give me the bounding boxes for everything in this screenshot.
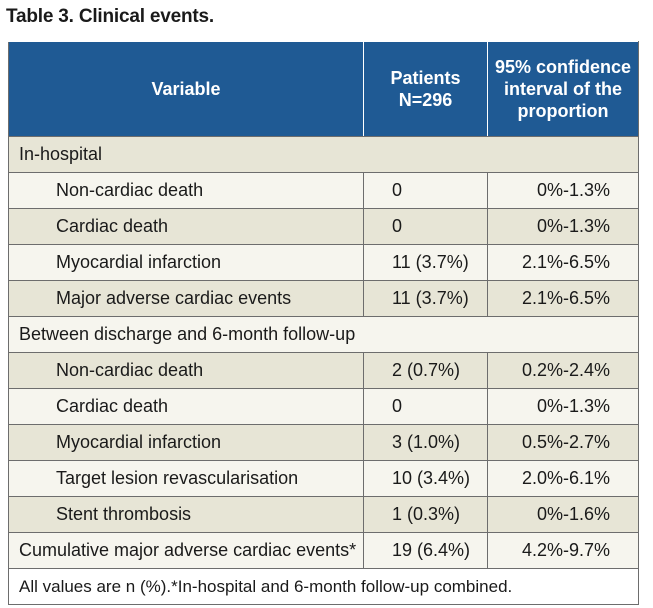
footnote: All values are n (%).*In-hospital and 6-… — [8, 568, 639, 605]
table-row: Target lesion revascularisation 10 (3.4%… — [8, 460, 639, 497]
section-row: In-hospital — [8, 136, 639, 173]
row-patients: 11 (3.7%) — [363, 244, 488, 281]
row-variable: Myocardial infarction — [8, 244, 364, 281]
table-row: Non-cardiac death 2 (0.7%) 0.2%-2.4% — [8, 352, 639, 389]
row-patients: 0 — [363, 172, 488, 209]
footnote-row: All values are n (%).*In-hospital and 6-… — [8, 568, 639, 605]
row-variable: Stent thrombosis — [8, 496, 364, 533]
section-label: Between discharge and 6-month follow-up — [8, 316, 639, 353]
cumulative-patients: 19 (6.4%) — [363, 532, 488, 569]
clinical-events-table: Variable Patients N=296 95% confidence int… — [8, 41, 639, 605]
row-ci: 2.1%-6.5% — [521, 252, 610, 272]
row-ci: 0%-1.6% — [536, 504, 610, 524]
row-patients: 3 (1.0%) — [363, 424, 488, 461]
cumulative-variable: Cumulative major adverse cardiac events* — [8, 532, 364, 569]
row-patients: 0 — [363, 388, 488, 425]
row-ci: 2.0%-6.1% — [521, 468, 610, 488]
section-row: Between discharge and 6-month follow-up — [8, 316, 639, 353]
table-row: Cardiac death 0 0%-1.3% — [8, 388, 639, 425]
table-row: Myocardial infarction 3 (1.0%) 0.5%-2.7% — [8, 424, 639, 461]
row-ci: 0%-1.3% — [536, 216, 610, 236]
row-ci: 0%-1.3% — [536, 396, 610, 416]
row-variable: Non-cardiac death — [8, 352, 364, 389]
header-row: Variable Patients N=296 95% confidence int… — [8, 41, 639, 137]
row-variable: Cardiac death — [8, 388, 364, 425]
cumulative-ci: 4.2%-9.7% — [521, 540, 610, 560]
row-variable: Non-cardiac death — [8, 172, 364, 209]
header-ci: 95% confidence interval of the proportion — [487, 41, 639, 137]
row-patients: 1 (0.3%) — [363, 496, 488, 533]
table-row: Non-cardiac death 0 0%-1.3% — [8, 172, 639, 209]
section-label: In-hospital — [8, 136, 639, 173]
row-ci: 0.2%-2.4% — [521, 360, 610, 380]
header-variable: Variable — [8, 41, 364, 137]
row-patients: 10 (3.4%) — [363, 460, 488, 497]
row-variable: Target lesion revascularisation — [8, 460, 364, 497]
header-patients: Patients N=296 — [363, 41, 488, 137]
row-variable: Major adverse cardiac events — [8, 280, 364, 317]
table-row: Stent thrombosis 1 (0.3%) 0%-1.6% — [8, 496, 639, 533]
row-variable: Cardiac death — [8, 208, 364, 245]
row-ci: 2.1%-6.5% — [521, 288, 610, 308]
row-variable: Myocardial infarction — [8, 424, 364, 461]
table-row: Cardiac death 0 0%-1.3% — [8, 208, 639, 245]
row-patients: 2 (0.7%) — [363, 352, 488, 389]
table-row: Myocardial infarction 11 (3.7%) 2.1%-6.5… — [8, 244, 639, 281]
cumulative-row: Cumulative major adverse cardiac events*… — [8, 532, 639, 569]
row-ci: 0%-1.3% — [536, 180, 610, 200]
row-patients: 0 — [363, 208, 488, 245]
row-ci: 0.5%-2.7% — [521, 432, 610, 452]
row-patients: 11 (3.7%) — [363, 280, 488, 317]
table-title: Table 3. Clinical events. — [6, 6, 214, 27]
table-row: Major adverse cardiac events 11 (3.7%) 2… — [8, 280, 639, 317]
